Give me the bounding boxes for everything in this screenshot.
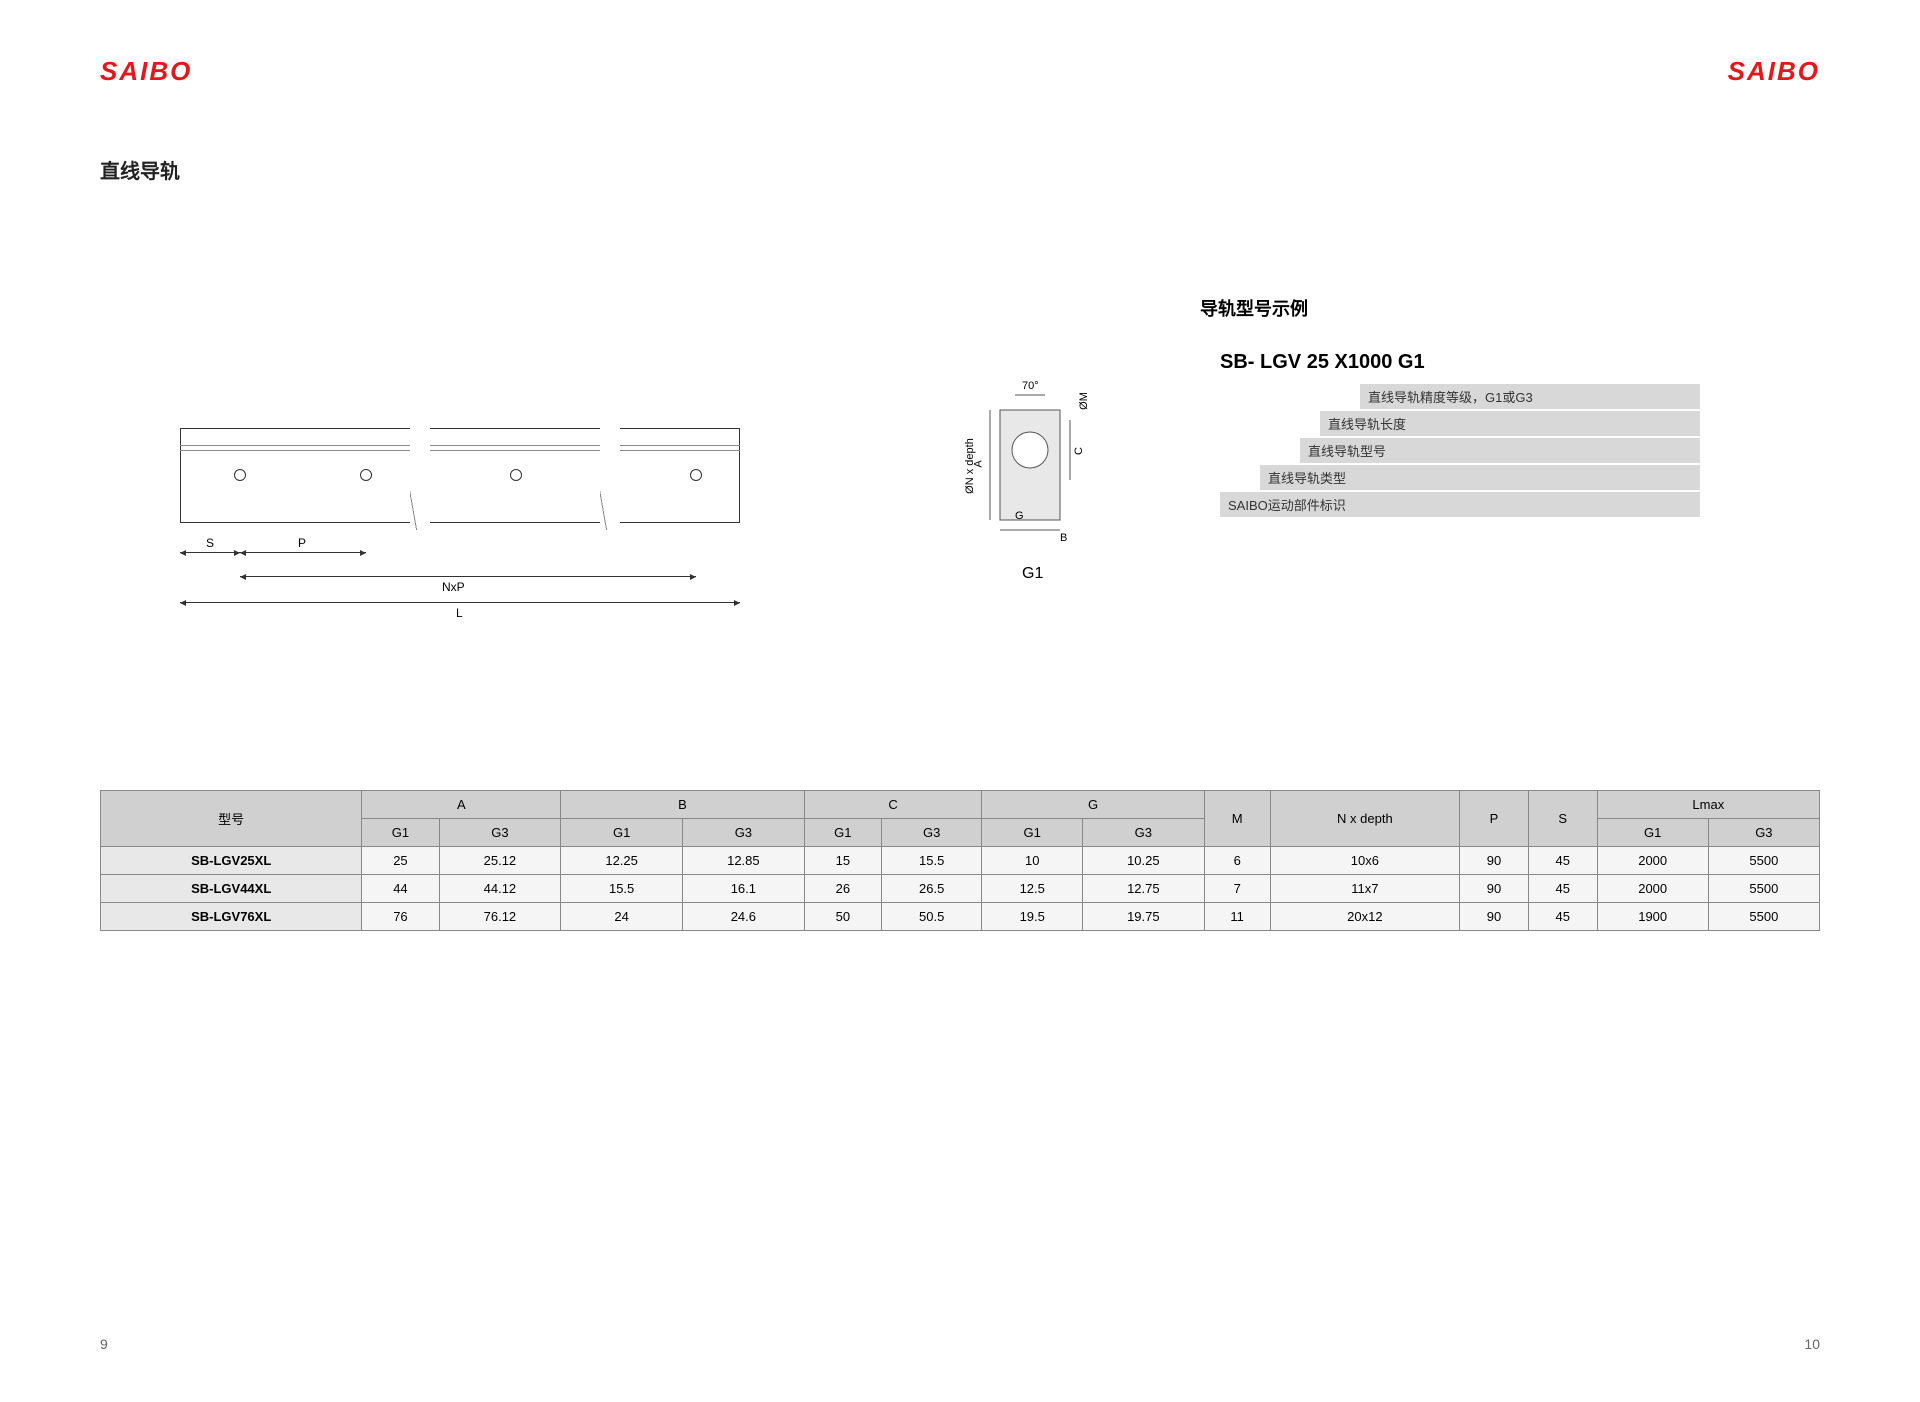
data-cell: 24 <box>561 903 683 931</box>
data-cell: 16.1 <box>683 875 805 903</box>
data-cell: 26.5 <box>881 875 982 903</box>
data-cell: 90 <box>1460 847 1529 875</box>
rail-diagram: S P NxP L <box>180 380 740 640</box>
data-cell: 50 <box>804 903 881 931</box>
th-sub: G1 <box>1597 819 1708 847</box>
data-cell: 90 <box>1460 875 1529 903</box>
data-cell: 90 <box>1460 903 1529 931</box>
data-cell: 19.75 <box>1082 903 1204 931</box>
th-group: C <box>804 791 982 819</box>
th-single: P <box>1460 791 1529 847</box>
data-cell: 76.12 <box>439 903 561 931</box>
cs-c: C <box>1073 447 1085 455</box>
data-cell: 2000 <box>1597 875 1708 903</box>
data-cell: 5500 <box>1708 847 1819 875</box>
cs-name: G1 <box>1022 565 1043 583</box>
legend-row: SAIBO运动部件标识 <box>1220 492 1700 517</box>
th-sub: G1 <box>804 819 881 847</box>
data-cell: 10.25 <box>1082 847 1204 875</box>
data-cell: 11 <box>1204 903 1270 931</box>
data-cell: 2000 <box>1597 847 1708 875</box>
th-single: N x depth <box>1270 791 1459 847</box>
data-cell: 12.75 <box>1082 875 1204 903</box>
data-cell: 12.5 <box>982 875 1083 903</box>
data-cell: 44 <box>362 875 439 903</box>
spec-table: 型号ABCGMN x depthPSLmax G1G3G1G3G1G3G1G3G… <box>100 790 1820 931</box>
data-cell: 12.85 <box>683 847 805 875</box>
th-single: S <box>1528 791 1597 847</box>
th-lmax: Lmax <box>1597 791 1819 819</box>
data-cell: 19.5 <box>982 903 1083 931</box>
model-cell: SB-LGV44XL <box>101 875 362 903</box>
dim-s: S <box>204 536 216 550</box>
data-cell: 5500 <box>1708 903 1819 931</box>
page-number-right: 10 <box>1804 1336 1820 1352</box>
brand-logo-right: SAIBO <box>1728 56 1820 87</box>
example-code: SB- LGV 25 X1000 G1 <box>1220 351 1700 374</box>
legend-row: 直线导轨型号 <box>1300 438 1700 463</box>
data-cell: 24.6 <box>683 903 805 931</box>
th-sub: G3 <box>683 819 805 847</box>
brand-logo-left: SAIBO <box>100 56 192 87</box>
data-cell: 12.25 <box>561 847 683 875</box>
data-cell: 7 <box>1204 875 1270 903</box>
data-cell: 6 <box>1204 847 1270 875</box>
th-sub: G1 <box>561 819 683 847</box>
data-cell: 1900 <box>1597 903 1708 931</box>
th-single: M <box>1204 791 1270 847</box>
model-cell: SB-LGV76XL <box>101 903 362 931</box>
data-cell: 11x7 <box>1270 875 1459 903</box>
th-sub: G3 <box>881 819 982 847</box>
th-sub: G1 <box>362 819 439 847</box>
dim-p: P <box>296 536 308 550</box>
data-cell: 5500 <box>1708 875 1819 903</box>
data-cell: 15.5 <box>881 847 982 875</box>
data-cell: 45 <box>1528 875 1597 903</box>
cs-om: ØM <box>1078 392 1090 410</box>
legend-row: 直线导轨精度等级，G1或G3 <box>1360 384 1700 409</box>
data-cell: 25.12 <box>439 847 561 875</box>
th-group: A <box>362 791 561 819</box>
th-group: G <box>982 791 1204 819</box>
model-cell: SB-LGV25XL <box>101 847 362 875</box>
page-number-left: 9 <box>100 1336 108 1352</box>
legend-row: 直线导轨类型 <box>1260 465 1700 490</box>
data-cell: 45 <box>1528 903 1597 931</box>
cs-g: G <box>1015 510 1024 522</box>
th-sub: G1 <box>982 819 1083 847</box>
data-cell: 76 <box>362 903 439 931</box>
legend-row: 直线导轨长度 <box>1320 411 1700 436</box>
data-cell: 10 <box>982 847 1083 875</box>
data-cell: 10x6 <box>1270 847 1459 875</box>
cs-angle: 70° <box>1022 380 1039 392</box>
data-cell: 20x12 <box>1270 903 1459 931</box>
cross-section-diagram: 70° A C G B ØM ØN x depth G1 <box>960 380 1120 580</box>
data-cell: 50.5 <box>881 903 982 931</box>
data-cell: 45 <box>1528 847 1597 875</box>
th-sub: G3 <box>1082 819 1204 847</box>
data-cell: 15 <box>804 847 881 875</box>
data-cell: 44.12 <box>439 875 561 903</box>
th-sub: G3 <box>1708 819 1819 847</box>
cs-b: B <box>1060 532 1067 544</box>
dim-nxp: NxP <box>440 580 467 594</box>
th-sub: G3 <box>439 819 561 847</box>
cs-on: ØN x depth <box>964 438 976 494</box>
data-cell: 15.5 <box>561 875 683 903</box>
dim-l: L <box>454 606 465 620</box>
th-group: B <box>561 791 804 819</box>
example-title: 导轨型号示例 <box>1200 295 1700 321</box>
data-cell: 25 <box>362 847 439 875</box>
th-model: 型号 <box>101 791 362 847</box>
example-section: 导轨型号示例 SB- LGV 25 X1000 G1 直线导轨精度等级，G1或G… <box>1200 295 1700 519</box>
data-cell: 26 <box>804 875 881 903</box>
page-title: 直线导轨 <box>100 155 180 184</box>
